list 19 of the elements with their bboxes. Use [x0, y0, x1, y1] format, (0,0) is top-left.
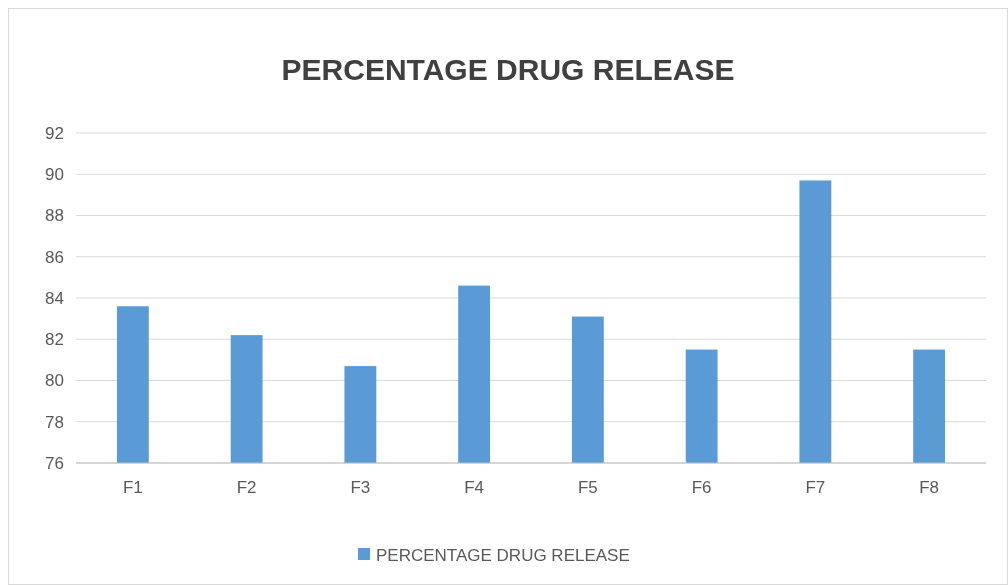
x-tick-label: F3 [350, 478, 371, 497]
x-tick-label: F4 [464, 478, 485, 497]
x-tick-label: F5 [577, 478, 598, 497]
legend-label: PERCENTAGE DRUG RELEASE [376, 545, 630, 565]
y-tick-label: 92 [45, 123, 64, 143]
x-tick-label: F1 [122, 478, 143, 497]
chart-title: PERCENTAGE DRUG RELEASE [281, 53, 735, 86]
x-tick-label: F6 [691, 478, 712, 497]
y-tick-label: 76 [45, 453, 64, 473]
x-tick-label: F8 [919, 478, 940, 497]
y-tick-label: 86 [45, 247, 64, 267]
y-tick-label: 84 [45, 288, 64, 308]
y-tick-label: 88 [45, 206, 64, 226]
y-tick-label: 82 [45, 330, 64, 350]
y-tick-label: 80 [45, 371, 64, 391]
x-tick-label: F7 [805, 478, 826, 497]
y-tick-label: 90 [45, 165, 64, 185]
y-tick-label: 78 [45, 412, 64, 432]
x-tick-label: F2 [236, 478, 257, 497]
